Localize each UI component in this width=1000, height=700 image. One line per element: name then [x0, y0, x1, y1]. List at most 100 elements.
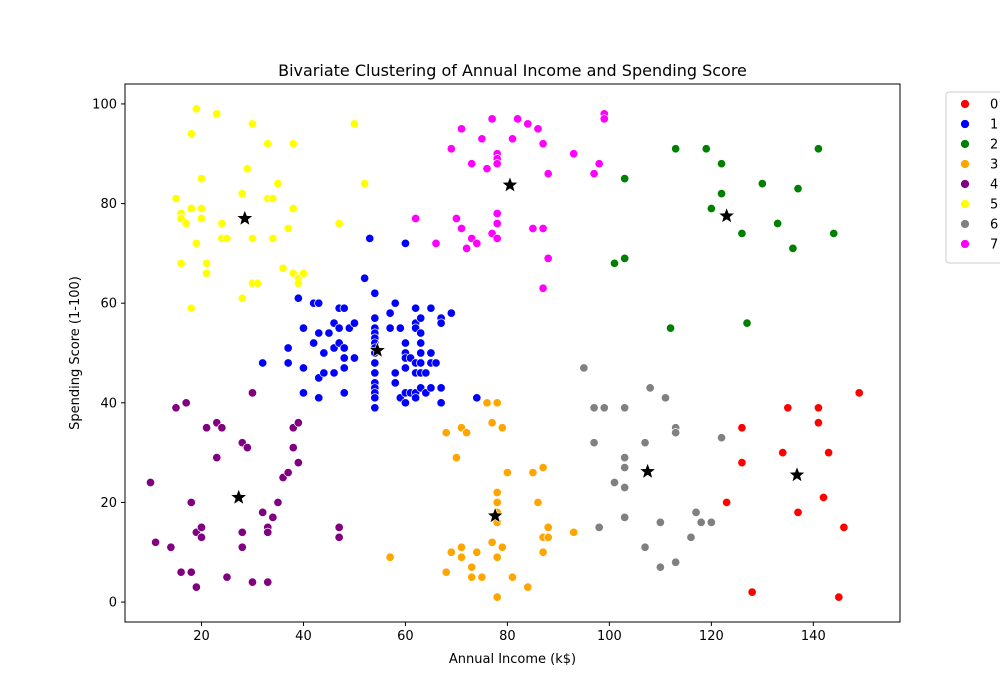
scatter-point-cluster-7 — [543, 253, 553, 263]
scatter-point-cluster-6 — [696, 517, 706, 527]
scatter-point-cluster-7 — [492, 218, 502, 229]
scatter-point-cluster-3 — [523, 582, 533, 592]
scatter-point-cluster-5 — [268, 194, 278, 204]
scatter-point-cluster-0 — [834, 592, 844, 602]
scatter-point-cluster-0 — [747, 587, 757, 597]
scatter-point-cluster-6 — [620, 512, 630, 522]
scatter-point-cluster-3 — [533, 497, 543, 507]
scatter-point-cluster-3 — [451, 453, 461, 463]
scatter-point-cluster-0 — [824, 448, 834, 458]
scatter-point-cluster-4 — [196, 532, 207, 542]
scatter-point-cluster-3 — [487, 418, 497, 428]
scatter-point-cluster-2 — [813, 144, 823, 154]
scatter-point-cluster-6 — [589, 403, 599, 413]
scatter-point-cluster-7 — [538, 223, 548, 234]
legend-label: 3 — [990, 158, 998, 173]
scatter-point-cluster-1 — [416, 348, 426, 358]
scatter-point-cluster-5 — [283, 223, 293, 234]
scatter-point-cluster-6 — [640, 542, 650, 552]
scatter-point-cluster-0 — [818, 492, 829, 503]
scatter-point-cluster-6 — [620, 482, 630, 493]
scatter-point-cluster-4 — [273, 497, 283, 507]
scatter-point-cluster-6 — [671, 557, 681, 567]
legend-label: 1 — [990, 118, 998, 133]
scatter-point-cluster-1 — [314, 393, 324, 403]
legend-marker — [960, 239, 970, 249]
scatter-point-cluster-7 — [482, 164, 492, 174]
scatter-point-cluster-7 — [594, 159, 604, 169]
scatter-point-cluster-3 — [492, 398, 502, 408]
scatter-point-cluster-3 — [538, 547, 548, 557]
chart-title: Bivariate Clustering of Annual Income an… — [278, 61, 747, 80]
scatter-point-cluster-1 — [390, 298, 400, 308]
scatter-point-cluster-3 — [477, 572, 487, 582]
scatter-point-cluster-5 — [288, 203, 298, 214]
scatter-point-cluster-1 — [416, 358, 426, 368]
scatter-point-cluster-4 — [196, 522, 207, 532]
scatter-point-cluster-4 — [247, 577, 258, 587]
scatter-point-cluster-1 — [431, 358, 441, 368]
centroid-star-marker — [235, 209, 254, 227]
scatter-point-cluster-1 — [370, 313, 380, 323]
scatter-point-cluster-7 — [538, 283, 548, 293]
scatter-point-cluster-4 — [166, 542, 176, 552]
scatter-point-cluster-5 — [181, 218, 191, 229]
scatter-point-cluster-7 — [507, 134, 518, 144]
data-points — [145, 104, 864, 602]
scatter-point-cluster-4 — [181, 398, 191, 408]
scatter-point-cluster-7 — [589, 169, 599, 179]
scatter-point-cluster-7 — [528, 223, 538, 234]
scatter-point-cluster-2 — [716, 189, 727, 199]
legend-marker — [960, 199, 970, 209]
scatter-point-cluster-5 — [176, 258, 186, 268]
scatter-point-cluster-1 — [293, 293, 303, 303]
scatter-point-cluster-5 — [202, 268, 212, 278]
scatter-point-cluster-4 — [263, 577, 273, 587]
scatter-point-cluster-1 — [426, 348, 436, 358]
scatter-point-cluster-6 — [671, 428, 681, 438]
scatter-point-cluster-0 — [839, 522, 849, 532]
y-tick-label: 40 — [100, 396, 117, 411]
x-tick-label: 120 — [699, 629, 724, 644]
scatter-point-cluster-1 — [416, 328, 426, 338]
scatter-point-cluster-7 — [467, 159, 477, 169]
scatter-point-cluster-1 — [319, 368, 329, 378]
scatter-point-cluster-4 — [334, 532, 344, 542]
centroid-star-marker — [486, 506, 505, 524]
scatter-point-cluster-1 — [349, 318, 359, 328]
scatter-point-cluster-1 — [426, 303, 436, 313]
scatter-point-cluster-1 — [400, 338, 410, 348]
scatter-point-cluster-1 — [329, 368, 339, 378]
centroid-star-marker — [638, 462, 657, 480]
scatter-point-cluster-4 — [186, 497, 196, 507]
legend-marker — [960, 139, 970, 149]
centroid-star-marker — [501, 175, 519, 193]
scatter-point-cluster-0 — [813, 403, 823, 413]
scatter-point-cluster-7 — [462, 243, 472, 253]
scatter-point-cluster-0 — [813, 418, 823, 428]
scatter-point-cluster-4 — [258, 507, 268, 517]
scatter-point-cluster-2 — [620, 253, 630, 263]
scatter-point-cluster-7 — [411, 213, 421, 224]
scatter-point-cluster-4 — [293, 458, 303, 468]
scatter-point-cluster-1 — [339, 388, 349, 398]
scatter-point-cluster-5 — [273, 179, 283, 189]
scatter-point-cluster-1 — [421, 368, 431, 378]
scatter-point-cluster-5 — [237, 293, 247, 303]
scatter-point-cluster-6 — [579, 363, 589, 373]
x-tick-label: 60 — [397, 629, 414, 644]
scatter-point-cluster-4 — [268, 512, 278, 522]
scatter-point-cluster-7 — [451, 213, 461, 224]
scatter-point-cluster-2 — [609, 258, 620, 268]
centroid-star-marker — [788, 465, 806, 483]
scatter-point-cluster-3 — [569, 527, 579, 537]
scatter-point-cluster-5 — [298, 268, 309, 278]
scatter-point-cluster-4 — [145, 477, 156, 488]
scatter-point-cluster-1 — [314, 298, 324, 308]
scatter-point-cluster-3 — [497, 542, 507, 552]
scatter-point-cluster-1 — [298, 388, 309, 398]
scatter-point-cluster-1 — [339, 343, 349, 353]
scatter-point-cluster-5 — [217, 218, 227, 229]
y-axis-label: Spending Score (1-100) — [68, 276, 83, 430]
